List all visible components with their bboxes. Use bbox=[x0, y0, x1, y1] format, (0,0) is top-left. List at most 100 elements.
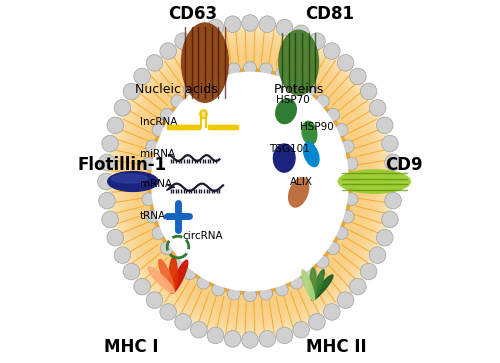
Ellipse shape bbox=[304, 142, 319, 167]
Ellipse shape bbox=[279, 30, 318, 95]
Ellipse shape bbox=[116, 33, 384, 330]
Ellipse shape bbox=[132, 52, 368, 311]
Ellipse shape bbox=[382, 135, 398, 152]
Ellipse shape bbox=[207, 327, 224, 344]
Ellipse shape bbox=[123, 41, 377, 322]
Ellipse shape bbox=[376, 229, 393, 246]
Ellipse shape bbox=[304, 267, 317, 280]
Ellipse shape bbox=[308, 314, 325, 330]
Ellipse shape bbox=[183, 83, 196, 96]
Ellipse shape bbox=[148, 68, 352, 295]
Ellipse shape bbox=[293, 25, 310, 42]
Ellipse shape bbox=[106, 23, 394, 340]
Ellipse shape bbox=[341, 140, 354, 153]
Ellipse shape bbox=[302, 121, 317, 144]
Ellipse shape bbox=[118, 37, 382, 326]
Ellipse shape bbox=[276, 99, 296, 123]
Ellipse shape bbox=[146, 210, 159, 223]
Ellipse shape bbox=[142, 193, 155, 206]
Text: Flotillin-1: Flotillin-1 bbox=[77, 156, 166, 174]
Ellipse shape bbox=[148, 267, 174, 293]
Ellipse shape bbox=[123, 263, 140, 280]
Ellipse shape bbox=[197, 74, 210, 87]
Ellipse shape bbox=[290, 276, 303, 289]
Ellipse shape bbox=[212, 67, 225, 80]
Text: HSP90: HSP90 bbox=[300, 122, 334, 132]
Ellipse shape bbox=[160, 108, 173, 121]
Ellipse shape bbox=[136, 57, 364, 306]
Ellipse shape bbox=[114, 31, 386, 332]
Ellipse shape bbox=[207, 19, 224, 36]
Ellipse shape bbox=[122, 40, 378, 323]
Ellipse shape bbox=[224, 331, 241, 347]
Text: CD63: CD63 bbox=[168, 5, 217, 23]
Ellipse shape bbox=[316, 255, 329, 268]
Ellipse shape bbox=[169, 257, 177, 293]
Ellipse shape bbox=[109, 26, 391, 337]
Ellipse shape bbox=[102, 135, 118, 152]
Ellipse shape bbox=[142, 62, 358, 301]
Ellipse shape bbox=[112, 174, 147, 183]
Ellipse shape bbox=[244, 62, 256, 74]
Text: CD81: CD81 bbox=[304, 5, 354, 23]
Ellipse shape bbox=[142, 157, 155, 170]
Text: Nucleic acids: Nucleic acids bbox=[135, 83, 218, 96]
Ellipse shape bbox=[146, 67, 354, 296]
Ellipse shape bbox=[146, 54, 162, 71]
Ellipse shape bbox=[128, 47, 372, 316]
Ellipse shape bbox=[107, 117, 124, 134]
Ellipse shape bbox=[171, 260, 188, 293]
Ellipse shape bbox=[242, 332, 258, 348]
Ellipse shape bbox=[138, 58, 362, 305]
Ellipse shape bbox=[146, 292, 162, 309]
Ellipse shape bbox=[312, 270, 324, 300]
Text: Proteins: Proteins bbox=[274, 83, 324, 96]
Ellipse shape bbox=[335, 123, 348, 136]
Ellipse shape bbox=[127, 46, 373, 317]
Ellipse shape bbox=[84, 1, 415, 362]
Ellipse shape bbox=[244, 289, 256, 301]
Ellipse shape bbox=[259, 331, 276, 347]
Ellipse shape bbox=[316, 95, 329, 108]
Ellipse shape bbox=[228, 63, 240, 76]
Ellipse shape bbox=[114, 32, 386, 331]
Ellipse shape bbox=[385, 154, 402, 171]
Ellipse shape bbox=[345, 157, 358, 170]
Ellipse shape bbox=[152, 72, 348, 291]
Text: ALIX: ALIX bbox=[290, 176, 312, 187]
Ellipse shape bbox=[126, 45, 374, 318]
Text: circRNA: circRNA bbox=[182, 231, 224, 241]
Text: MHC II: MHC II bbox=[306, 338, 367, 356]
Ellipse shape bbox=[304, 83, 317, 96]
Ellipse shape bbox=[370, 247, 386, 264]
Ellipse shape bbox=[152, 227, 165, 240]
Ellipse shape bbox=[130, 50, 370, 313]
Text: tRNA: tRNA bbox=[140, 211, 166, 221]
Ellipse shape bbox=[175, 33, 192, 49]
Ellipse shape bbox=[324, 43, 340, 59]
Ellipse shape bbox=[302, 270, 314, 300]
Ellipse shape bbox=[197, 276, 210, 289]
Ellipse shape bbox=[132, 51, 368, 312]
Ellipse shape bbox=[308, 33, 325, 49]
Text: lncRNA: lncRNA bbox=[140, 117, 177, 127]
Ellipse shape bbox=[360, 263, 377, 280]
Ellipse shape bbox=[160, 43, 176, 59]
Ellipse shape bbox=[326, 108, 340, 121]
Ellipse shape bbox=[108, 172, 158, 191]
Ellipse shape bbox=[324, 304, 340, 320]
Ellipse shape bbox=[182, 23, 228, 102]
Ellipse shape bbox=[290, 74, 303, 87]
Ellipse shape bbox=[312, 275, 333, 300]
Ellipse shape bbox=[152, 123, 165, 136]
PathPatch shape bbox=[106, 23, 394, 340]
Text: CD9: CD9 bbox=[385, 156, 422, 174]
Ellipse shape bbox=[98, 192, 115, 209]
Ellipse shape bbox=[124, 42, 376, 321]
Ellipse shape bbox=[102, 211, 118, 228]
Ellipse shape bbox=[141, 61, 359, 302]
Ellipse shape bbox=[121, 39, 379, 324]
Ellipse shape bbox=[293, 321, 310, 338]
Ellipse shape bbox=[350, 278, 366, 295]
Ellipse shape bbox=[139, 59, 361, 304]
